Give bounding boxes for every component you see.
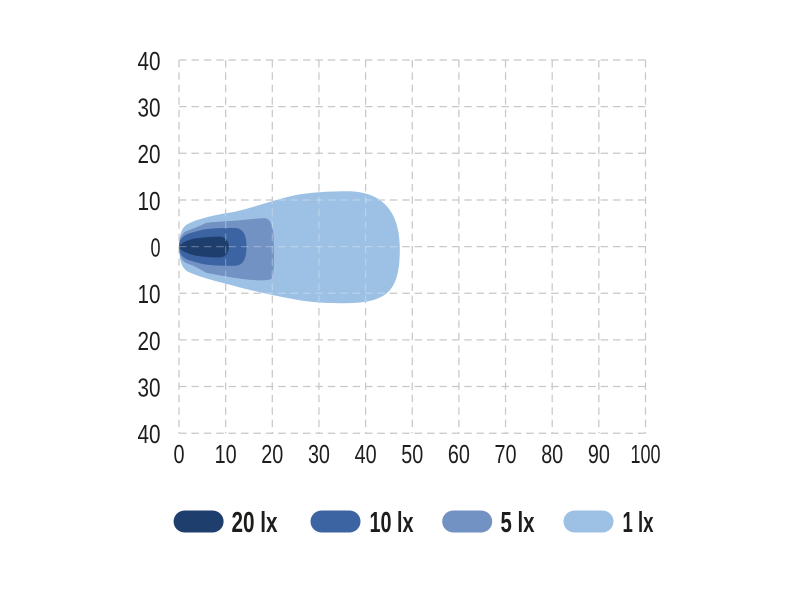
svg-text:40: 40	[355, 441, 377, 469]
svg-text:5 lx: 5 lx	[501, 507, 535, 539]
svg-text:40: 40	[138, 421, 161, 449]
svg-text:10: 10	[138, 188, 161, 216]
svg-text:30: 30	[308, 441, 330, 469]
svg-text:30: 30	[138, 95, 161, 123]
svg-text:0: 0	[151, 235, 161, 263]
svg-text:10: 10	[138, 281, 161, 309]
svg-text:30: 30	[138, 374, 161, 402]
svg-text:20: 20	[138, 328, 161, 356]
svg-text:20: 20	[261, 441, 283, 469]
svg-text:60: 60	[448, 441, 470, 469]
svg-text:20: 20	[138, 141, 161, 169]
svg-text:40: 40	[138, 48, 161, 76]
svg-text:10 lx: 10 lx	[370, 507, 414, 539]
svg-text:50: 50	[401, 441, 423, 469]
svg-text:70: 70	[495, 441, 517, 469]
svg-text:80: 80	[541, 441, 563, 469]
svg-text:1 lx: 1 lx	[623, 507, 654, 539]
svg-text:20 lx: 20 lx	[232, 507, 278, 539]
svg-text:0: 0	[174, 441, 185, 469]
svg-text:10: 10	[215, 441, 237, 469]
svg-text:90: 90	[588, 441, 610, 469]
svg-text:100: 100	[631, 441, 661, 469]
